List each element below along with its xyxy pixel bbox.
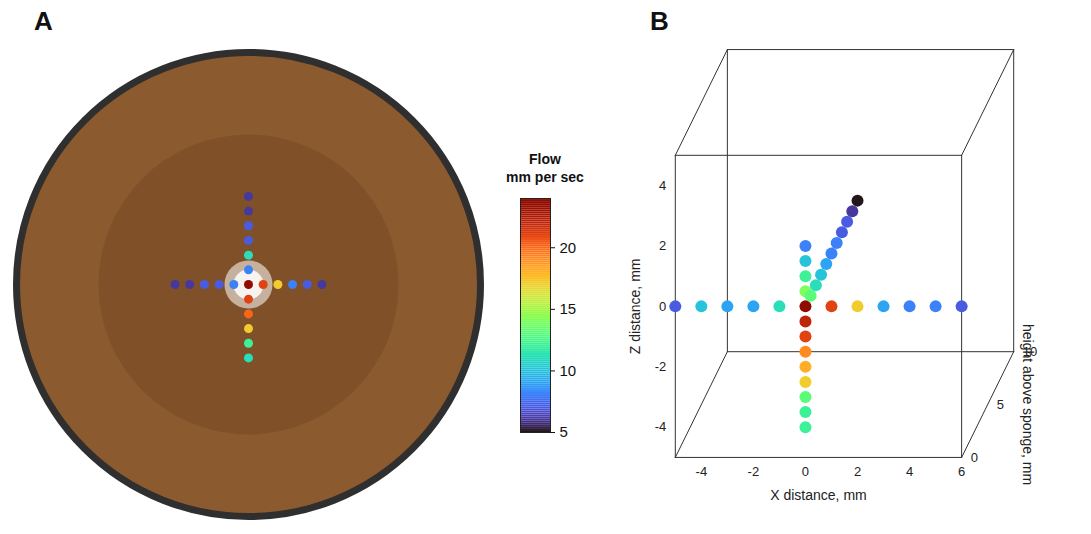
html-text:B: B	[650, 6, 669, 36]
svg-text:-2: -2	[655, 359, 667, 374]
svg-text:height above sponge, mm: height above sponge, mm	[1020, 324, 1036, 485]
html-text:Flow: Flow	[529, 151, 561, 167]
svg-text:6: 6	[958, 464, 965, 479]
svg-text:X distance, mm: X distance, mm	[770, 487, 866, 503]
svg-text:10: 10	[560, 362, 577, 379]
svg-text:-4: -4	[655, 419, 667, 434]
svg-text:4: 4	[659, 178, 666, 193]
svg-text:5: 5	[997, 397, 1004, 412]
html-text:A: A	[34, 6, 53, 36]
svg-text:0: 0	[659, 299, 666, 314]
svg-text:Z distance, mm: Z distance, mm	[627, 259, 643, 355]
svg-text:-2: -2	[748, 464, 760, 479]
svg-text:15: 15	[560, 300, 577, 317]
svg-text:-4: -4	[696, 464, 708, 479]
svg-text:4: 4	[906, 464, 913, 479]
svg-text:5: 5	[560, 423, 568, 440]
html-text:mm per sec: mm per sec	[506, 169, 584, 185]
svg-text:20: 20	[560, 239, 577, 256]
svg-text:0: 0	[971, 450, 978, 465]
svg-text:0: 0	[802, 464, 809, 479]
svg-text:2: 2	[854, 464, 861, 479]
svg-text:2: 2	[659, 238, 666, 253]
